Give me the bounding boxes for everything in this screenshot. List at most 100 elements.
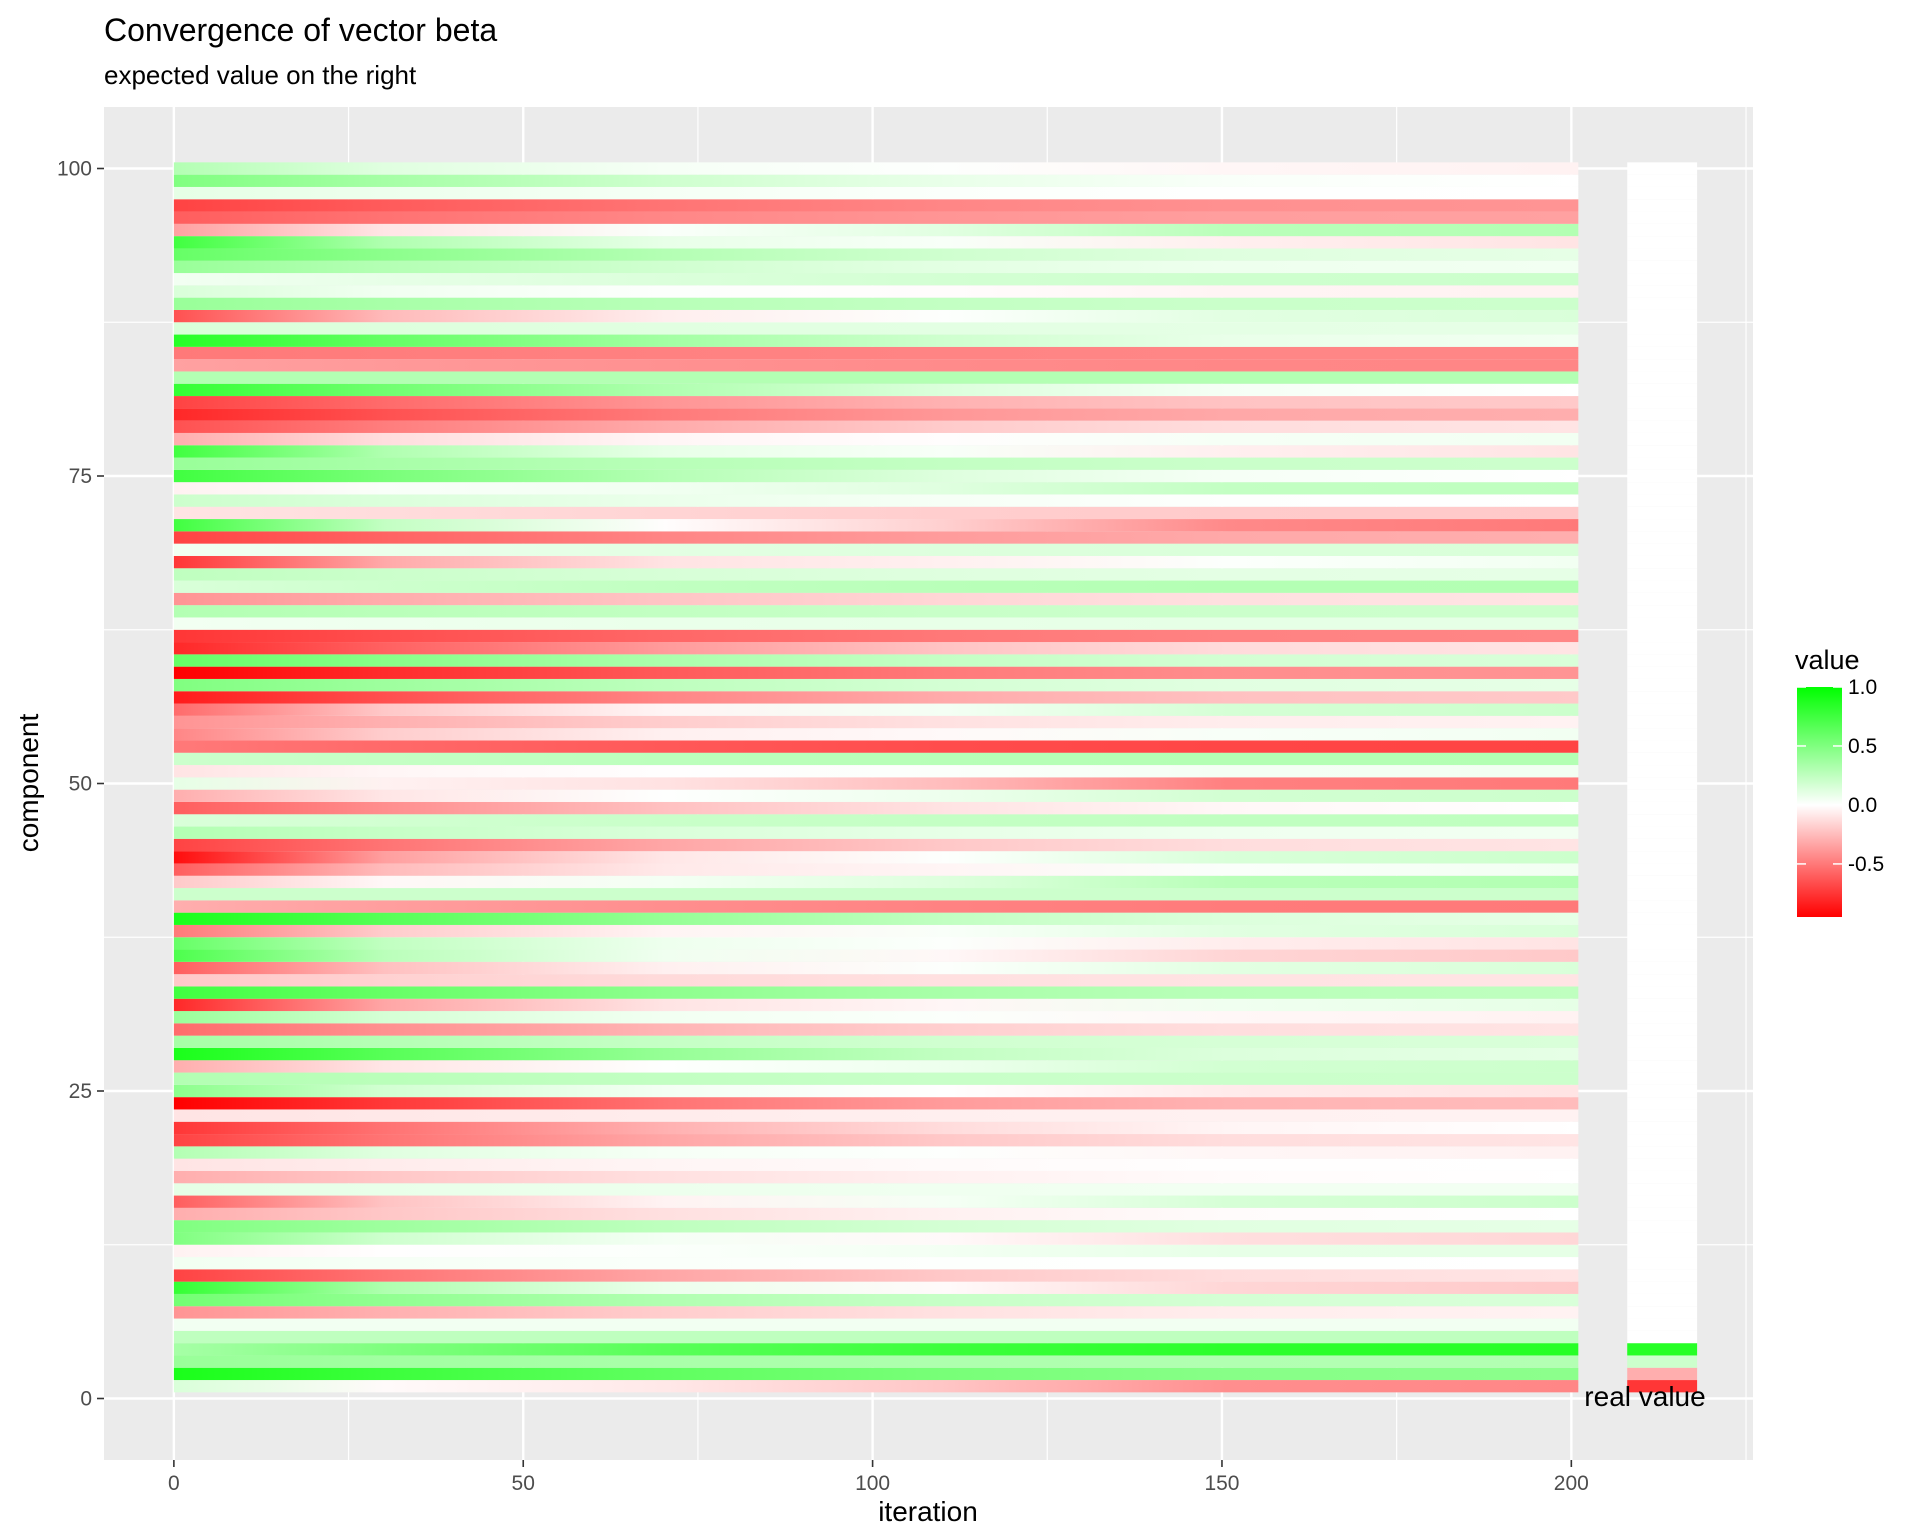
real-value-cell	[1627, 1072, 1698, 1085]
heatmap-row	[173, 297, 1579, 310]
heatmap-row	[173, 432, 1579, 446]
real-value-cell	[1627, 1293, 1698, 1307]
real-value-cell	[1627, 1158, 1698, 1171]
real-value-cell	[1627, 900, 1698, 913]
real-value-cell	[1627, 1183, 1698, 1196]
real-value-cell	[1627, 617, 1698, 630]
y-axis-title: component	[13, 714, 44, 853]
real-value-cell	[1627, 974, 1698, 987]
x-axis: 0 50 100 150 200	[168, 1460, 1589, 1495]
real-value-cell	[1627, 334, 1698, 347]
heatmap-row	[173, 974, 1579, 987]
heatmap-row	[173, 1318, 1579, 1331]
x-tick-label: 200	[1554, 1472, 1589, 1495]
heatmap-row	[173, 469, 1579, 483]
y-tick-label: 100	[57, 158, 92, 181]
heatmap-row	[173, 998, 1579, 1012]
real-value-cell	[1627, 1195, 1698, 1208]
heatmap-row	[173, 322, 1579, 335]
real-value-cell	[1627, 420, 1698, 433]
real-value-cell	[1627, 568, 1698, 581]
heatmap-row	[173, 162, 1579, 175]
heatmap-row	[173, 654, 1579, 667]
heatmap-row	[173, 789, 1579, 802]
real-value-cell	[1627, 506, 1698, 520]
heatmap-row	[173, 236, 1579, 249]
heatmap-row	[173, 740, 1579, 753]
heatmap-row	[173, 1134, 1579, 1147]
heatmap-row	[173, 445, 1579, 458]
real-value-cell	[1627, 1367, 1698, 1381]
legend-colorbar	[1797, 687, 1842, 917]
real-value-cell	[1627, 346, 1698, 360]
real-value-cell	[1627, 826, 1698, 839]
real-value-cell	[1627, 642, 1698, 655]
real-value-cell	[1627, 678, 1698, 692]
legend-tick-label: 0.0	[1848, 794, 1877, 817]
real-value-cell	[1627, 457, 1698, 470]
real-value-cell	[1627, 789, 1698, 802]
real-value-column	[1627, 162, 1698, 1393]
real-value-cell	[1627, 297, 1698, 310]
heatmap-row	[173, 1281, 1579, 1294]
heatmap-row	[173, 752, 1579, 766]
heatmap-row	[173, 1244, 1579, 1258]
real-value-cell	[1627, 273, 1698, 286]
real-value-cell	[1627, 703, 1698, 716]
y-tick-label: 25	[69, 1080, 92, 1103]
heatmap-row	[173, 506, 1579, 520]
heatmap-row	[173, 961, 1579, 975]
real-value-cell	[1627, 691, 1698, 704]
heatmap-row	[173, 1170, 1579, 1184]
heatmap-row	[173, 273, 1579, 286]
real-value-cell	[1627, 1232, 1698, 1245]
real-value-cell	[1627, 801, 1698, 815]
real-value-cell	[1627, 359, 1698, 372]
real-value-cell	[1627, 1355, 1698, 1368]
heatmap-row	[173, 814, 1579, 827]
heatmap-row	[173, 1158, 1579, 1171]
heatmap-row	[173, 1060, 1579, 1073]
heatmap-row	[173, 666, 1579, 679]
y-tick-label: 0	[80, 1388, 92, 1411]
real-value-cell	[1627, 924, 1698, 938]
heatmap-row	[173, 285, 1579, 298]
heatmap-rows	[173, 162, 1579, 1393]
heatmap-row	[173, 174, 1579, 187]
heatmap-row	[173, 1035, 1579, 1048]
heatmap-row	[173, 1269, 1579, 1282]
real-value-cell	[1627, 555, 1698, 569]
real-value-cell	[1627, 186, 1698, 200]
real-value-cell	[1627, 998, 1698, 1012]
real-value-cell	[1627, 740, 1698, 753]
heatmap-row	[173, 986, 1579, 999]
real-value-cell	[1627, 543, 1698, 556]
real-value-cell	[1627, 396, 1698, 409]
heatmap-row	[173, 1232, 1579, 1245]
heatmap-row	[173, 580, 1579, 593]
heatmap-row	[173, 1343, 1579, 1356]
heatmap-row	[173, 1330, 1579, 1344]
heatmap-row	[173, 703, 1579, 716]
real-value-cell	[1627, 986, 1698, 999]
heatmap-row	[173, 260, 1579, 274]
real-value-cell	[1627, 1134, 1698, 1147]
heatmap-row	[173, 211, 1579, 224]
heatmap-row	[173, 346, 1579, 360]
heatmap-row	[173, 900, 1579, 913]
heatmap-row	[173, 519, 1579, 532]
heatmap-row	[173, 1195, 1579, 1208]
heatmap-row	[173, 949, 1579, 962]
legend-tick-label: -0.5	[1848, 853, 1884, 876]
heatmap-row	[173, 605, 1579, 618]
real-value-cell	[1627, 1330, 1698, 1344]
heatmap-row	[173, 420, 1579, 433]
real-value-cell	[1627, 580, 1698, 593]
real-value-cell	[1627, 666, 1698, 679]
x-axis-title: iteration	[878, 1496, 978, 1527]
legend-title: value	[1795, 645, 1860, 675]
heatmap-row	[173, 568, 1579, 581]
real-value-cell	[1627, 1306, 1698, 1319]
heatmap-row	[173, 1257, 1579, 1270]
